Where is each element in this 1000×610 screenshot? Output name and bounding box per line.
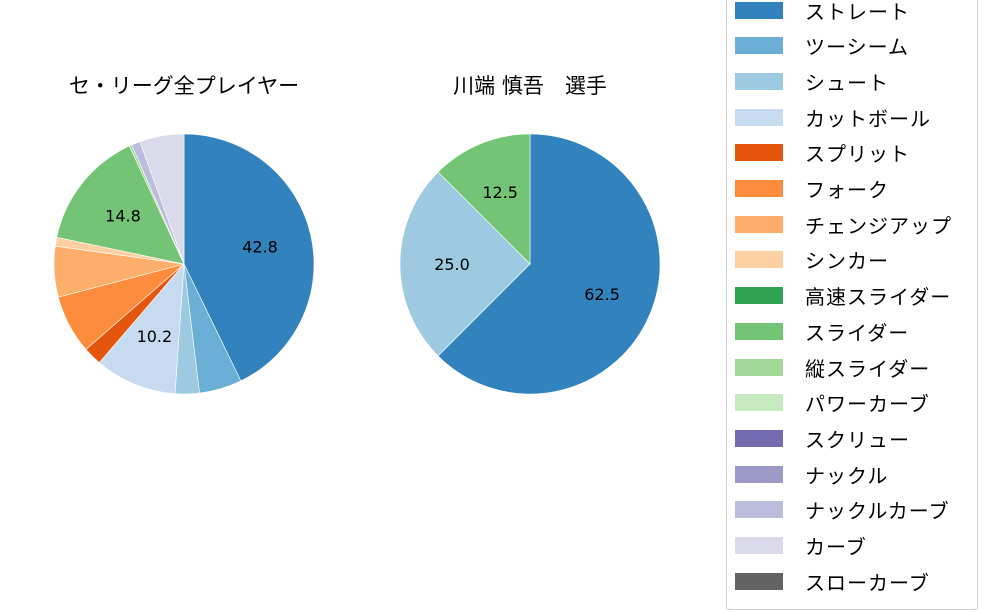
legend-swatch xyxy=(735,429,783,447)
legend-swatch xyxy=(735,180,783,197)
legend-item: パワーカーブ xyxy=(735,388,930,418)
legend-swatch xyxy=(735,72,783,90)
pie-slice xyxy=(139,133,185,265)
pie-slice xyxy=(98,263,185,395)
legend-item: 縦スライダー xyxy=(735,352,930,382)
legend-item: 高速スライダー xyxy=(735,281,951,311)
legend-swatch xyxy=(735,287,783,305)
pie-slice xyxy=(437,133,661,395)
legend-label: スクリュー xyxy=(805,427,910,452)
legend-label: 高速スライダー xyxy=(805,285,952,310)
legend-label: シンカー xyxy=(805,249,889,274)
legend-item: スローカーブ xyxy=(735,566,930,596)
legend-label: 縦スライダー xyxy=(805,356,931,381)
legend-item: ツーシーム xyxy=(735,31,909,61)
legend-swatch xyxy=(735,465,783,483)
legend-label: チェンジアップ xyxy=(805,213,952,238)
legend-item: シンカー xyxy=(735,245,889,275)
slice-value-label: 25.0 xyxy=(434,255,470,274)
legend-swatch xyxy=(735,537,783,554)
legend-label: ツーシーム xyxy=(805,35,909,60)
legend-label: スローカーブ xyxy=(805,570,930,595)
legend-swatch xyxy=(735,1,783,19)
legend-label: ナックル xyxy=(805,463,889,488)
legend-item: スクリュー xyxy=(735,423,910,453)
legend-label: スプリット xyxy=(805,142,910,167)
legend-label: カットボール xyxy=(805,106,931,131)
right-pie-chart: 62.5 25.0 12.5 xyxy=(399,133,661,395)
legend-swatch xyxy=(735,322,783,340)
pie-slice xyxy=(56,145,185,265)
legend-label: カーブ xyxy=(805,535,867,559)
legend-item: カーブ xyxy=(735,531,867,561)
legend-label: パワーカーブ xyxy=(805,392,930,417)
legend-item: スプリット xyxy=(735,138,910,168)
legend-item: シュート xyxy=(735,66,889,96)
legend-label: スライダー xyxy=(805,320,910,345)
legend: ストレートツーシームシュートカットボール スプリットフォークチェンジアップ シンカー… xyxy=(726,0,978,610)
legend-swatch xyxy=(735,251,783,269)
legend-swatch xyxy=(735,37,783,55)
legend-label: シュート xyxy=(805,70,889,95)
slice-value-label: 10.2 xyxy=(137,327,173,346)
left-pie-title: セ・リーグ全プレイヤー xyxy=(68,74,300,98)
legend-label: ストレート xyxy=(805,0,910,24)
right-pie-title: 川端 慎吾 選手 xyxy=(453,74,607,98)
legend-item: スライダー xyxy=(735,316,909,346)
pie-slice xyxy=(437,133,531,265)
pie-slice xyxy=(399,171,531,357)
legend-item: ナックル xyxy=(735,459,888,489)
legend-item: チェンジアップ xyxy=(735,209,952,239)
legend-label: ナックルカーブ xyxy=(805,499,950,524)
slice-value-label: 12.5 xyxy=(482,183,518,202)
left-pie-chart: 42.8 10.2 14.8 xyxy=(53,133,315,395)
legend-item: カットボール xyxy=(735,102,931,132)
slice-value-label: 42.8 xyxy=(242,238,278,257)
legend-swatch xyxy=(735,215,783,233)
legend-item: ストレート xyxy=(735,0,910,25)
legend-item: フォーク xyxy=(735,174,889,204)
legend-swatch xyxy=(735,394,783,412)
legend-swatch xyxy=(735,108,783,126)
legend-swatch xyxy=(735,144,783,162)
slice-value-label: 14.8 xyxy=(105,206,141,225)
legend-swatch xyxy=(735,358,783,376)
legend-swatch xyxy=(735,501,783,519)
legend-swatch xyxy=(735,572,783,590)
legend-label: フォーク xyxy=(805,178,889,202)
pie-slice xyxy=(183,133,315,382)
slice-value-label: 62.5 xyxy=(584,285,620,304)
pie-charts: 42.8 10.2 14.8 62.5 25.0 12.5 xyxy=(53,133,661,395)
legend-item: ナックルカーブ xyxy=(735,495,950,525)
